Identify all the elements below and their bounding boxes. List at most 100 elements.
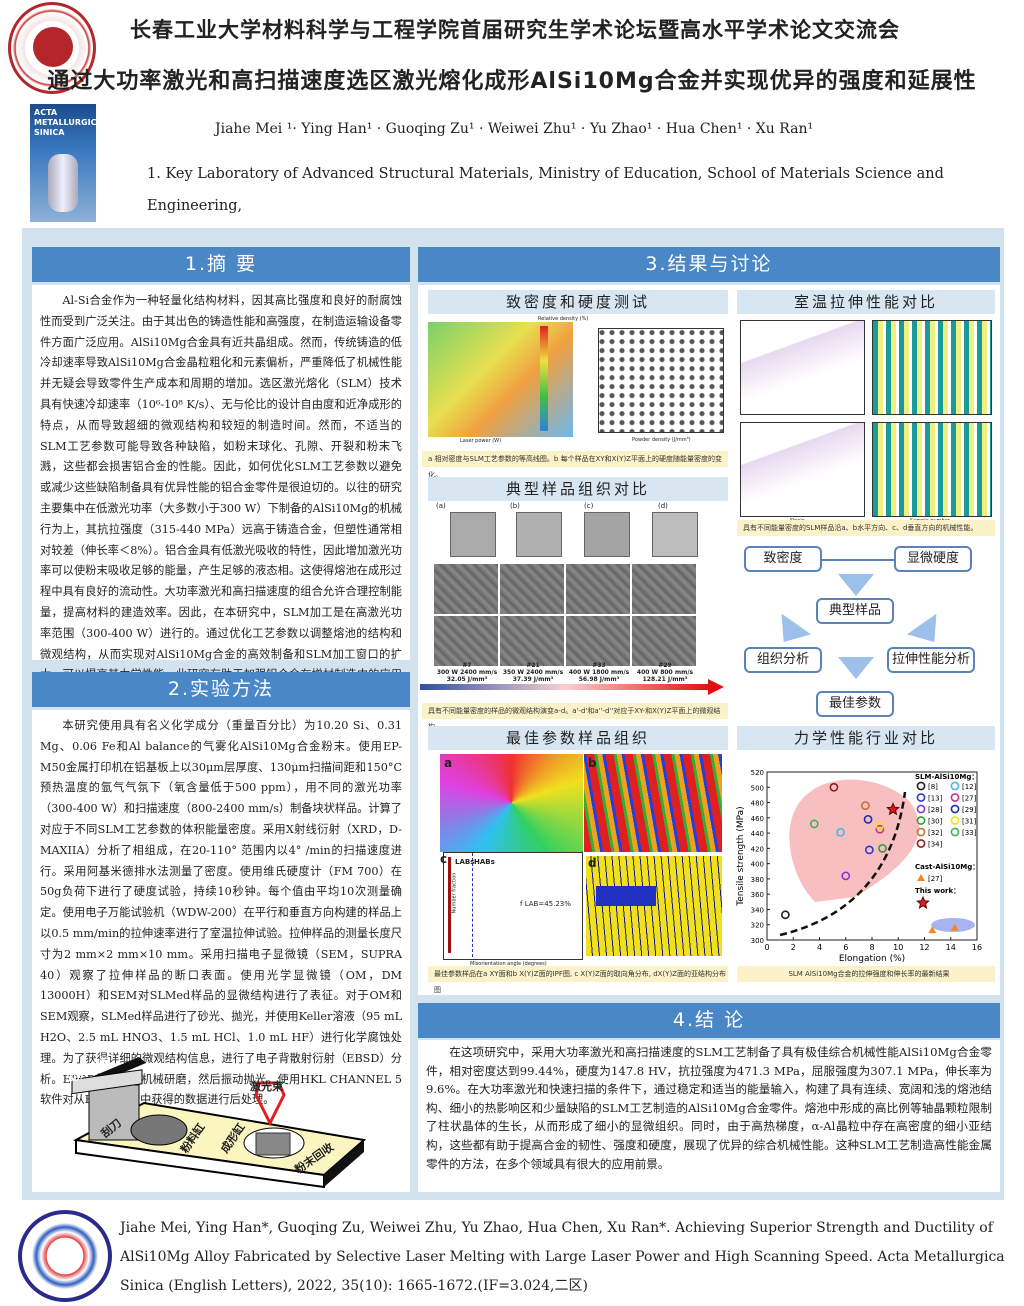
legend-marker [916, 895, 930, 909]
flow-connector [822, 559, 894, 561]
sample-7: #7 300 W 2400 mm/s 32.05 J/mm³ [436, 662, 498, 683]
cube-b [516, 512, 562, 557]
label-laser-beam: 激光束 [250, 1080, 283, 1093]
y-tick-label: 500 [751, 784, 764, 792]
histogram-xlabel: Misorientation angle (degrees) [470, 961, 547, 967]
energy-gradient-arrow [420, 684, 710, 690]
ebsd-label-b: b [588, 756, 597, 770]
legend-marker [916, 781, 926, 791]
y-tick-label: 520 [751, 769, 764, 777]
strength-bar-plot-d [872, 422, 992, 517]
x-tick-label: 16 [972, 943, 982, 952]
journal-cover-title: ACTA METALLURGICA SINICA [34, 108, 103, 137]
abstract-panel: Al-Si合金作为一种轻量化结构材料，因其高比强度和良好的耐腐蚀性而受到广泛关注… [32, 285, 410, 702]
data-point [950, 923, 959, 931]
section-results-heading: 3.结果与讨论 [418, 247, 1000, 282]
legend-group-cast: Cast-AlSi10Mg： [915, 863, 979, 871]
legend-label: [27] [928, 875, 943, 883]
sem-xz-b [500, 616, 564, 666]
hardness-xlabel: Powder density (J/mm³) [632, 437, 691, 443]
y-tick-label: 380 [751, 876, 764, 884]
x-tick-label: 12 [919, 943, 929, 952]
legend-marker [950, 793, 960, 802]
legend-label: [31] [962, 818, 977, 826]
sem-xy-c [566, 564, 630, 614]
flow-structure-analysis: 组织分析 [744, 647, 822, 673]
legend-label: [33] [962, 829, 977, 837]
flow-arrow-down-2-icon [838, 657, 874, 679]
x-tick-label: 8 [869, 943, 874, 952]
legend-marker [950, 781, 960, 791]
x-tick-label: 10 [893, 943, 903, 952]
legend-marker [916, 839, 926, 848]
legend-marker [916, 804, 926, 814]
flow-best-params: 最佳参数 [816, 691, 894, 717]
legend-marker [916, 827, 926, 837]
legend-marker [916, 816, 926, 825]
panel-label-c: (c) [584, 502, 594, 510]
sem-xz-d [632, 616, 696, 666]
panel-label-b: (b) [510, 502, 520, 510]
legend-label: [34] [928, 841, 943, 849]
university-logo [8, 2, 96, 94]
x-tick-label: 6 [843, 943, 848, 952]
density-subheading: 致密度和硬度测试 [428, 290, 728, 314]
conference-title: 长春工业大学材料科学与工程学院首届研究生学术论坛暨高水平学术论文交流会 [130, 18, 900, 42]
data-point [875, 821, 885, 830]
ebsd-label-a: a [444, 756, 453, 770]
y-tick-label: 360 [751, 891, 764, 899]
panel-label-d: (d) [658, 502, 668, 510]
legend-marker [950, 804, 960, 814]
tensile-caption: 具有不同能量密度的SLM样品沿a、b水平方向、c、d垂直方向的机械性能。 [737, 520, 995, 536]
density-contour-plot [428, 322, 573, 437]
legend-label: [28] [928, 806, 943, 814]
data-point [875, 824, 885, 834]
data-point [829, 782, 839, 792]
school-logo [18, 1210, 112, 1302]
flow-hardness: 显微硬度 [894, 546, 972, 572]
lab-fraction: f LAB=45.23% [520, 900, 571, 908]
microstructure-figure: (a) (b) (c) (d) [434, 502, 724, 682]
citation: Jiahe Mei, Ying Han*, Guoqing Zu, Weiwei… [120, 1220, 1005, 1294]
x-tick-label: 4 [817, 943, 822, 952]
misorientation-histogram [443, 852, 583, 960]
legend-group-this: This work： [915, 887, 960, 895]
x-axis-label: Elongation (%) [839, 954, 905, 964]
cube-c [584, 512, 630, 557]
data-point [864, 845, 874, 855]
conclusion-text: 在这项研究中，采用大功率激光和高扫描速度的SLM工艺制备了具有极佳综合机械性能A… [426, 1045, 992, 1171]
conclusion-panel: 在这项研究中，采用大功率激光和高扫描速度的SLM工艺制备了具有极佳综合机械性能A… [418, 1040, 1000, 1192]
flow-tensile-analysis: 拉伸性能分析 [887, 647, 975, 673]
affiliation-line-1: 1. Key Laboratory of Advanced Structural… [147, 166, 944, 214]
substructure-map [586, 856, 722, 956]
journal-cover: ACTA METALLURGICA SINICA [30, 104, 103, 222]
flow-arrow-down-icon [838, 574, 874, 596]
data-point [841, 871, 851, 881]
density-caption: a 相对密度与SLM工艺参数的等高线图。b 每个样品在XY和X(Y)Z平面上的硬… [422, 451, 728, 479]
slm-process-diagram [71, 1057, 367, 1189]
cube-a [450, 512, 496, 557]
y-tick-label: 400 [751, 861, 764, 869]
hardness-scatter-plot [598, 328, 724, 433]
section-conclusion-heading: 4.结 论 [418, 1003, 1000, 1038]
ebsd-label-c: c [440, 852, 448, 866]
y-tick-label: 480 [751, 800, 764, 808]
histogram-ylabel: Number fraction [451, 872, 458, 914]
legend-label: [12] [962, 783, 977, 791]
data-point [886, 802, 900, 816]
authors: Jiahe Mei ¹· Ying Han¹ · Guoqing Zu¹ · W… [215, 121, 814, 137]
comparison-caption: SLM AlSi10Mg合金的拉伸强度和伸长率的最新结果 [737, 966, 995, 982]
sample-33: #33 400 W 1800 mm/s 56.98 J/mm³ [568, 662, 630, 683]
sem-xy-d [632, 564, 696, 614]
data-point [836, 827, 845, 837]
slm-region [789, 779, 919, 902]
abstract-text: Al-Si合金作为一种轻量化结构材料，因其高比强度和良好的耐腐蚀性而受到广泛关注… [40, 294, 402, 702]
comparison-subheading: 力学性能行业对比 [737, 726, 995, 750]
y-axis-label: Tensile strength (MPa) [736, 806, 746, 906]
legend-label: [27] [962, 795, 977, 803]
ebsd-label-d: d [588, 856, 597, 870]
data-point [809, 819, 819, 829]
data-point [878, 843, 887, 853]
data-point [861, 801, 870, 810]
data-point [780, 910, 790, 920]
